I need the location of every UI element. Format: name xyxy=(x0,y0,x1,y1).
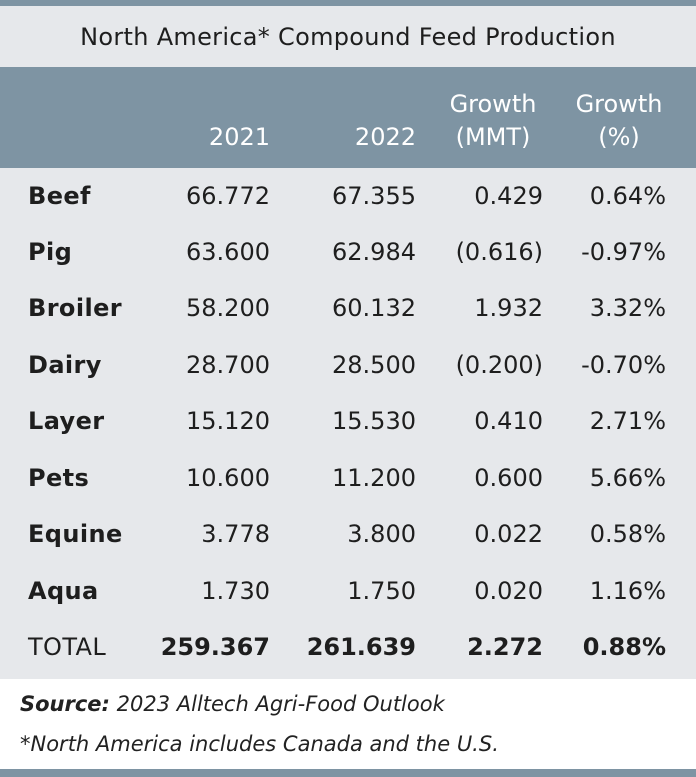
header-growth-pct: Growth (%) xyxy=(575,90,663,151)
growth-mmt: 0.600 xyxy=(474,464,543,492)
value-2021: 58.200 xyxy=(186,294,270,322)
value-2021: 10.600 xyxy=(186,464,270,492)
table-row: Dairy 28.700 28.500 (0.200) -0.70% xyxy=(0,337,696,393)
row-label: Dairy xyxy=(28,351,102,379)
header-2022: 2022 xyxy=(354,123,416,151)
growth-mmt: (0.200) xyxy=(455,351,543,379)
growth-pct: 3.32% xyxy=(589,294,666,322)
growth-mmt: 0.020 xyxy=(474,577,543,605)
value-2021: 28.700 xyxy=(186,351,270,379)
table-row: Equine 3.778 3.800 0.022 0.58% xyxy=(0,506,696,562)
value-2021: 3.778 xyxy=(201,520,270,548)
growth-pct: -0.70% xyxy=(581,351,666,379)
growth-pct: 0.64% xyxy=(589,182,666,210)
growth-pct: 5.66% xyxy=(589,464,666,492)
table-total-row: TOTAL 259.367 261.639 2.272 0.88% xyxy=(0,619,696,675)
row-label: Beef xyxy=(28,182,91,210)
value-2022: 1.750 xyxy=(347,577,416,605)
total-label: TOTAL xyxy=(28,633,107,661)
table-row: Pig 63.600 62.984 (0.616) -0.97% xyxy=(0,224,696,280)
table-title: North America* Compound Feed Production xyxy=(80,22,616,51)
growth-pct: 1.16% xyxy=(589,577,666,605)
value-2022: 15.530 xyxy=(332,407,416,435)
growth-pct: 2.71% xyxy=(589,407,666,435)
table-row: Pets 10.600 11.200 0.600 5.66% xyxy=(0,450,696,506)
row-label: Aqua xyxy=(28,577,99,605)
source-label: Source: xyxy=(20,692,110,716)
value-2022: 62.984 xyxy=(332,238,416,266)
top-border xyxy=(0,0,696,6)
total-2022: 261.639 xyxy=(306,633,416,661)
value-2021: 15.120 xyxy=(186,407,270,435)
bottom-border xyxy=(0,769,696,777)
row-label: Pig xyxy=(28,238,73,266)
footnote: *North America includes Canada and the U… xyxy=(20,732,499,756)
total-2021: 259.367 xyxy=(160,633,270,661)
table-header: 2021 2022 Growth (MMT) Growth (%) xyxy=(0,67,696,168)
value-2022: 67.355 xyxy=(332,182,416,210)
row-label: Layer xyxy=(28,407,105,435)
growth-pct: 0.58% xyxy=(589,520,666,548)
value-2022: 60.132 xyxy=(332,294,416,322)
total-growth-pct: 0.88% xyxy=(582,633,666,661)
value-2022: 28.500 xyxy=(332,351,416,379)
value-2021: 63.600 xyxy=(186,238,270,266)
table-row: Beef 66.772 67.355 0.429 0.64% xyxy=(0,168,696,224)
source-text: 2023 Alltech Agri-Food Outlook xyxy=(109,692,445,716)
growth-mmt: (0.616) xyxy=(455,238,543,266)
value-2021: 66.772 xyxy=(186,182,270,210)
row-label: Equine xyxy=(28,520,123,548)
value-2022: 11.200 xyxy=(332,464,416,492)
growth-mmt: 0.429 xyxy=(474,182,543,210)
row-label: Broiler xyxy=(28,294,122,322)
total-growth-mmt: 2.272 xyxy=(467,633,543,661)
table-row: Aqua 1.730 1.750 0.020 1.16% xyxy=(0,563,696,619)
value-2022: 3.800 xyxy=(347,520,416,548)
value-2021: 1.730 xyxy=(201,577,270,605)
table-row: Broiler 58.200 60.132 1.932 3.32% xyxy=(0,280,696,336)
table-row: Layer 15.120 15.530 0.410 2.71% xyxy=(0,393,696,449)
row-label: Pets xyxy=(28,464,90,492)
growth-mmt: 0.022 xyxy=(474,520,543,548)
growth-mmt: 0.410 xyxy=(474,407,543,435)
header-2021: 2021 xyxy=(208,123,270,151)
source-line: Source: 2023 Alltech Agri-Food Outlook xyxy=(20,692,445,716)
growth-pct: -0.97% xyxy=(581,238,666,266)
growth-mmt: 1.932 xyxy=(474,294,543,322)
header-growth-mmt: Growth (MMT) xyxy=(449,90,537,151)
